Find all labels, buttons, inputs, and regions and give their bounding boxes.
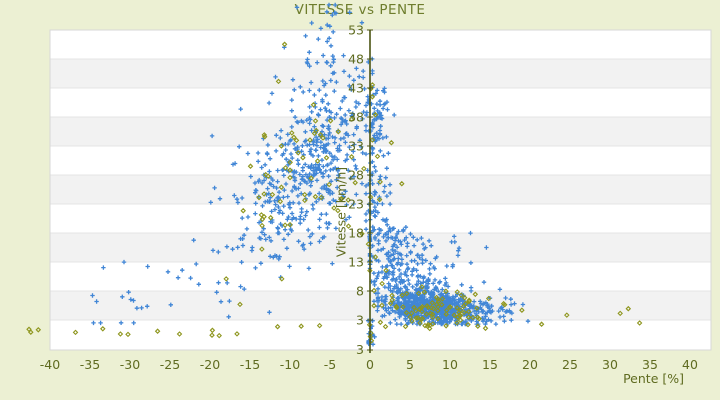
svg-text:-35: -35 [80,357,100,372]
y-axis-line [367,29,373,353]
svg-text:15: 15 [482,357,498,372]
svg-text:48: 48 [348,52,364,67]
svg-text:20: 20 [522,357,538,372]
svg-text:18: 18 [348,226,364,241]
svg-text:28: 28 [348,168,364,183]
svg-text:-10: -10 [280,357,300,372]
svg-text:33: 33 [348,139,364,154]
svg-text:-40: -40 [40,357,60,372]
svg-text:23: 23 [348,197,364,212]
svg-text:-15: -15 [240,357,260,372]
svg-text:8: 8 [356,284,364,299]
svg-text:43: 43 [348,81,364,96]
x-tick-labels: -40 -35 -30 -25 -20 -15 -10 -5 0 5 10 15 20 25 30 35 40 [40,357,698,372]
svg-text:-20: -20 [200,357,220,372]
y-axis-title: Vitesse [km/h] [333,166,349,258]
svg-text:5: 5 [406,357,414,372]
svg-text:-5: -5 [324,357,336,372]
x-axis-title: Pente [%] [623,371,684,386]
svg-text:10: 10 [442,357,458,372]
svg-text:25: 25 [562,357,578,372]
svg-text:3: 3 [356,342,364,357]
svg-text:38: 38 [348,110,364,125]
svg-text:-25: -25 [160,357,180,372]
svg-text:35: 35 [642,357,658,372]
svg-text:0: 0 [366,357,374,372]
plot-border [49,29,712,351]
svg-text:40: 40 [682,357,698,372]
svg-text:53: 53 [348,23,364,38]
svg-text:30: 30 [602,357,618,372]
svg-text:13: 13 [348,255,364,270]
svg-text:-30: -30 [120,357,140,372]
plot-background-bands [50,30,711,350]
svg-text:3: 3 [356,313,364,328]
scatter-series-vitesse-points-olive [26,41,643,344]
